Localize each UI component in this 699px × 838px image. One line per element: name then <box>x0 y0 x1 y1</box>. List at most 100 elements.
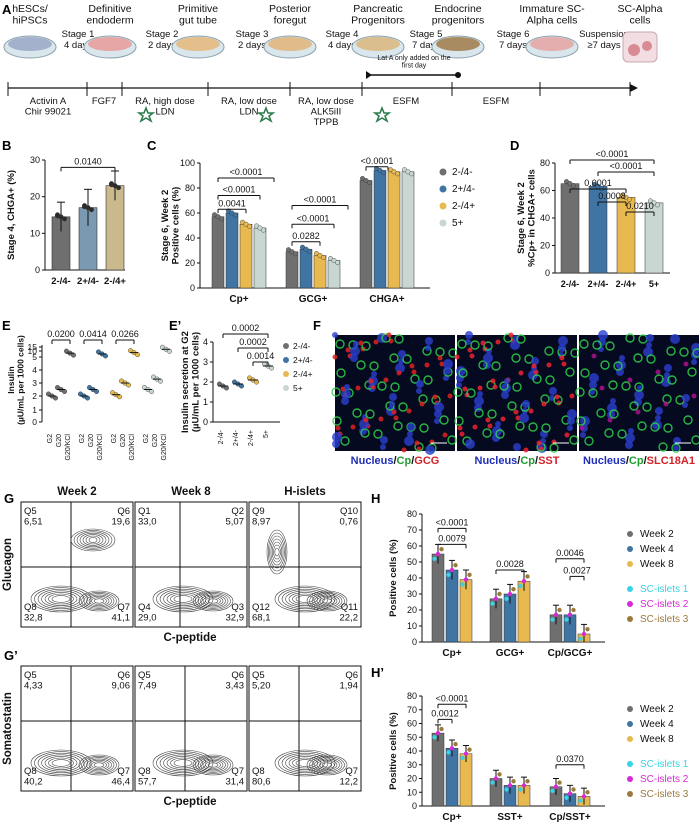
y-tick-label: 40 <box>407 573 417 583</box>
legend-marker <box>627 761 633 767</box>
cp-stain <box>447 435 457 445</box>
x-tick-label: G20 <box>120 434 127 447</box>
marker-stain <box>569 393 575 399</box>
treatment-label: FGF7 <box>92 96 116 107</box>
data-point <box>557 780 562 785</box>
y-tick-label: 2 <box>32 391 37 401</box>
star-icon <box>256 105 276 123</box>
y-tick-label: 60 <box>407 541 417 551</box>
cell-layer <box>8 37 52 51</box>
contour <box>202 759 224 771</box>
quadrant-label: Q5 5,20 <box>252 670 271 691</box>
y-tick-label: 20 <box>407 605 417 615</box>
marker-stain <box>335 425 341 431</box>
nucleus-stain <box>492 434 500 442</box>
y-axis-label: Stage 6, Week 2Positive cells (%) <box>160 187 181 265</box>
contour <box>159 752 207 774</box>
cp-stain <box>499 381 509 391</box>
data-point <box>511 779 516 784</box>
x-tick-label: G2 <box>79 434 86 443</box>
cp-stain <box>419 423 429 433</box>
contour <box>78 590 120 612</box>
nucleus-stain <box>416 388 422 394</box>
nucleus-stain <box>456 374 464 382</box>
x-axis-label: C-peptide <box>163 632 216 644</box>
nucleus-stain <box>443 367 451 375</box>
cp-stain <box>605 341 615 351</box>
nucleus-stain <box>522 400 530 408</box>
legend-label: 2-/4+ <box>293 369 313 379</box>
marker-stain <box>383 377 389 383</box>
contour <box>274 749 336 777</box>
data-point <box>553 784 559 789</box>
quadrant-label: Q6 1,94 <box>340 670 359 691</box>
nucleus-stain <box>531 357 539 365</box>
suspension-well <box>622 31 658 63</box>
nucleus-stain <box>691 343 699 353</box>
microscopy-panel: Nucleus/Cp/GCG Nucleus/Cp/SST Nucleus/Cp/S… <box>331 330 699 467</box>
marker-stain <box>546 362 552 368</box>
data-point <box>571 787 576 792</box>
y-axis-label: Stage 6, Week 2%Cp+ in CHGA+ cells <box>516 169 537 267</box>
panel-letter-h: H <box>371 491 380 506</box>
contour <box>41 590 81 608</box>
stage-days: 7 days <box>412 40 440 51</box>
panel-letter-b: B <box>2 138 11 153</box>
marker-stain <box>635 409 641 415</box>
legend-marker <box>627 736 633 742</box>
nucleus-stain <box>395 363 405 373</box>
marker-stain <box>477 385 483 391</box>
cp-stain <box>600 360 610 370</box>
cp-stain <box>336 368 346 378</box>
data-point <box>261 227 267 233</box>
cp-stain <box>491 361 501 371</box>
nucleus-stain <box>353 341 359 347</box>
y-tick-label: 10 <box>30 228 40 238</box>
y-tick-label: 70 <box>407 525 417 535</box>
contour <box>309 755 345 774</box>
contour <box>93 762 105 768</box>
nucleus-stain <box>625 433 635 443</box>
p-value-label: 0.0210 <box>626 201 654 211</box>
cp-stain <box>613 361 623 371</box>
data-point <box>460 755 465 761</box>
data-point <box>525 574 530 579</box>
y-tick-label: 2 <box>203 377 208 387</box>
stain-legend: Nucleus/Cp/SST <box>475 455 560 467</box>
panel-letter-a: A <box>2 2 12 17</box>
stage-name: SC-Alpha cells <box>618 3 663 27</box>
data-point <box>507 591 513 597</box>
bar <box>359 180 373 289</box>
x-tick-label: Cp+ <box>229 294 248 305</box>
y-tick-label: 0 <box>35 265 40 275</box>
stage-days: 7 days <box>499 40 527 51</box>
nucleus-stain <box>610 398 616 404</box>
quadrant-label: Q7 46,4 <box>112 766 131 787</box>
data-point <box>367 179 373 185</box>
marker-stain <box>554 394 560 400</box>
contour <box>274 585 336 613</box>
cp-stain <box>579 339 589 349</box>
contour <box>207 598 219 604</box>
legend-marker <box>439 168 447 176</box>
data-point <box>409 171 415 177</box>
marker-stain <box>437 355 443 361</box>
flow-plot <box>248 501 362 628</box>
contour <box>70 528 116 552</box>
nucleus-stain <box>519 413 529 423</box>
nucleus-stain <box>483 353 493 363</box>
panel-letter-d: D <box>510 138 519 153</box>
cp-stain <box>576 416 586 426</box>
p-value-label: <0.0001 <box>610 161 643 171</box>
bar <box>560 183 580 274</box>
cp-stain <box>671 443 681 453</box>
y-tick-label: 30 <box>30 155 40 165</box>
nucleus-stain <box>332 440 340 448</box>
stage-name: Immature SC-Alpha cells <box>519 3 585 27</box>
contour <box>30 749 92 777</box>
data-point <box>335 260 341 266</box>
contour <box>81 755 117 774</box>
nucleus-stain <box>425 345 431 351</box>
y-tick-label: 80 <box>540 158 550 168</box>
cp-stain <box>474 408 484 418</box>
